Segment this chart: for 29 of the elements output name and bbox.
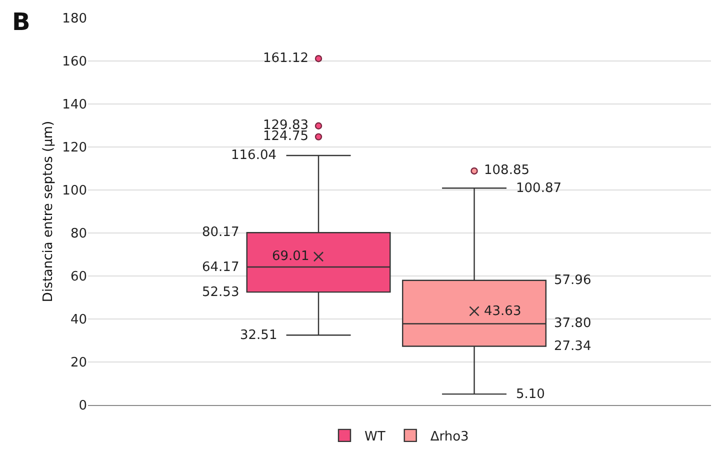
y-tick-label: 100 <box>62 184 87 199</box>
annotation: 64.17 <box>202 260 240 275</box>
y-tick-label: 60 <box>70 270 87 285</box>
annotation: 5.10 <box>516 387 545 402</box>
legend-label: WT <box>364 430 386 444</box>
y-tick-label: 80 <box>70 226 87 242</box>
y-tick-label: 40 <box>70 312 87 328</box>
y-tick-label: 160 <box>62 54 87 70</box>
y-tick-label: 20 <box>70 356 87 371</box>
legend-label: Δrho3 <box>430 430 469 444</box>
annotation: 116.04 <box>231 148 276 163</box>
annotation: 100.87 <box>516 181 562 196</box>
annotation: 27.34 <box>554 339 592 354</box>
annotation: 108.85 <box>484 163 530 178</box>
annotation: 57.96 <box>554 273 592 288</box>
y-tick-label: 0 <box>78 398 87 414</box>
annotation: 161.12 <box>263 51 308 66</box>
annotation: 37.80 <box>554 316 592 331</box>
annotation: 124.75 <box>263 129 308 144</box>
annotation: 43.63 <box>484 304 522 319</box>
annotation: 32.51 <box>240 328 278 343</box>
y-axis-title: Distancia entre septos (µm) <box>41 120 56 302</box>
annotation: 80.17 <box>202 225 240 240</box>
text: B <box>12 8 30 36</box>
y-tick-label: 120 <box>62 140 87 156</box>
annotation: 69.01 <box>272 249 310 264</box>
annotation: 52.53 <box>202 285 240 300</box>
y-tick-label: 140 <box>62 98 87 113</box>
y-tick-label: 180 <box>62 12 87 27</box>
